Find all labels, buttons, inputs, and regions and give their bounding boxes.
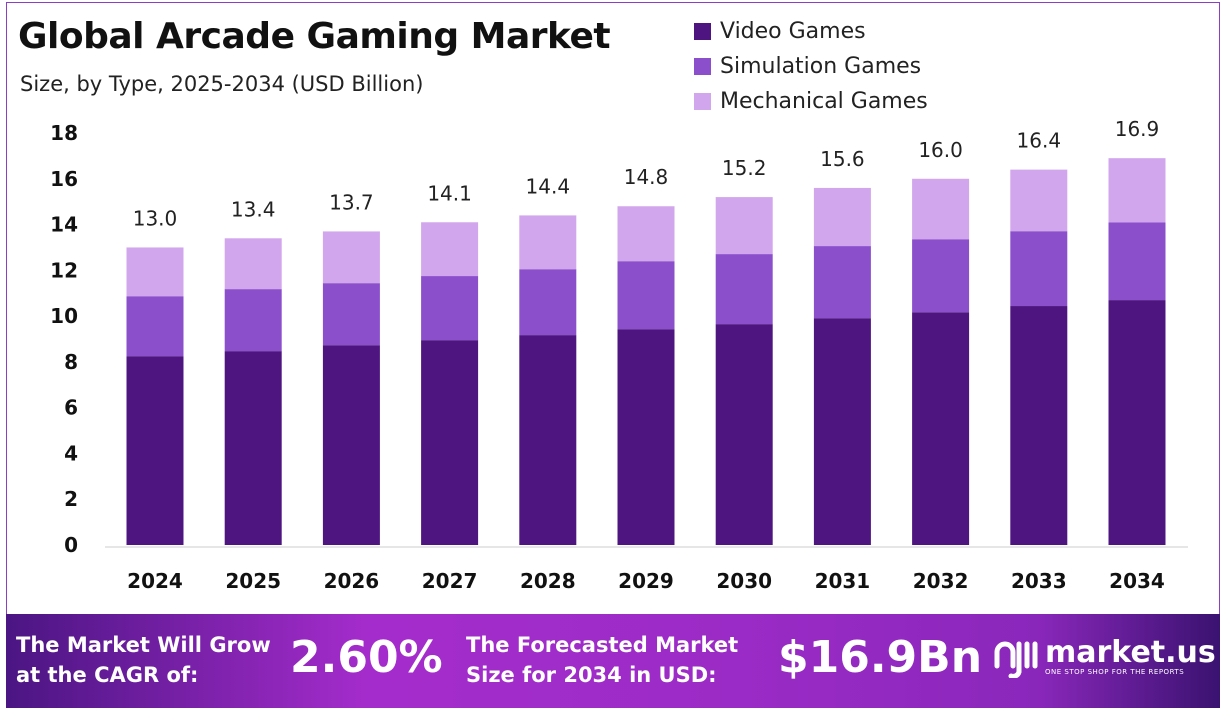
bar-total-label: 15.6 [820,147,865,171]
bar-total-label: 16.4 [1017,129,1062,153]
y-tick-label: 6 [64,396,78,420]
footer-banner: The Market Will Grow at the CAGR of: 2.60… [6,614,1220,708]
bar-segment-mechanical-games [224,238,282,290]
forecast-label: The Forecasted Market Size for 2034 in US… [466,630,738,690]
legend-swatch [694,23,711,40]
bar-segment-mechanical-games [912,178,970,240]
bar-total-label: 16.9 [1115,117,1160,141]
legend-item-simulation-games: Simulation Games [694,49,928,84]
cagr-value: 2.60% [290,632,443,683]
bar-segment-mechanical-games [519,215,577,270]
bar-segment-simulation-games [715,254,773,325]
bar-segment-mechanical-games [715,197,773,255]
bar-segment-mechanical-games [126,247,184,297]
legend-swatch [694,93,711,110]
bar-total-label: 14.4 [526,174,571,198]
x-tick-label: 2033 [1011,569,1067,593]
bar-segment-simulation-games [421,276,479,341]
y-tick-label: 14 [50,213,78,237]
bar-segment-video-games [813,318,871,545]
x-tick-label: 2026 [324,569,380,593]
bar-total-label: 14.8 [624,165,669,189]
forecast-label-line1: The Forecasted Market [466,633,739,657]
bar-segment-mechanical-games [617,206,675,262]
brand-tagline: ONE STOP SHOP FOR THE REPORTS [1045,668,1185,676]
legend: Video Games Simulation Games Mechanical … [694,14,928,119]
x-tick-label: 2032 [913,569,969,593]
bar-total-label: 15.2 [722,156,767,180]
y-tick-label: 4 [64,441,78,465]
x-tick-label: 2024 [127,569,183,593]
x-tick-label: 2029 [618,569,674,593]
bar-segment-simulation-games [322,283,380,346]
bar-segment-video-games [224,351,282,545]
bar-segment-video-games [126,356,184,545]
x-tick-label: 2028 [520,569,576,593]
chart-title: Global Arcade Gaming Market [18,16,611,57]
bar-segment-simulation-games [224,289,282,352]
stacked-bar-chart: 0 2 4 6 8 10 12 14 16 18 13.0 2024 13.4 2025 13.7 2026 1… [50,117,1188,593]
y-tick-label: 16 [50,167,78,191]
x-tick-label: 2025 [225,569,281,593]
cagr-label-line1: The Market Will Grow [16,633,271,657]
y-tick-label: 18 [50,121,78,145]
cagr-label: The Market Will Grow at the CAGR of: [16,630,271,690]
x-tick-label: 2034 [1109,569,1165,593]
bar-segment-simulation-games [813,246,871,319]
bar-total-label: 16.0 [918,138,963,162]
y-tick-label: 0 [64,533,78,557]
bar-segment-video-games [519,335,577,545]
bar-segment-mechanical-games [1010,169,1068,232]
bar-segment-video-games [715,324,773,545]
market-us-logo-icon [994,641,1038,678]
legend-label: Simulation Games [720,54,922,79]
bar-segment-simulation-games [1010,231,1068,307]
bar-segment-mechanical-games [421,222,479,277]
y-tick-label: 10 [50,304,78,328]
bar-segment-video-games [421,340,479,545]
bar-segment-simulation-games [126,296,184,357]
bar-segment-simulation-games [617,261,675,330]
bar-segment-video-games [1010,306,1068,545]
bar-total-label: 14.1 [427,181,472,205]
bar-segment-video-games [1108,300,1166,545]
legend-swatch [694,58,711,75]
bar-segment-mechanical-games [813,187,871,247]
forecast-value: $16.9Bn [778,632,983,683]
x-tick-label: 2031 [815,569,871,593]
bar-segment-simulation-games [912,239,970,313]
legend-item-mechanical-games: Mechanical Games [694,84,928,119]
legend-item-video-games: Video Games [694,14,928,49]
bar-segment-mechanical-games [322,231,380,284]
bar-total-label: 13.4 [231,197,276,221]
bar-segment-video-games [617,329,675,545]
forecast-label-line2: Size for 2034 in USD: [466,663,717,687]
bar-segment-video-games [322,345,380,545]
bar-segment-simulation-games [519,269,577,336]
chart-subtitle: Size, by Type, 2025-2034 (USD Billion) [20,72,424,96]
bar-segment-video-games [912,312,970,545]
brand-name: market.us [1045,635,1216,670]
legend-label: Video Games [720,19,866,44]
legend-label: Mechanical Games [720,89,928,114]
x-tick-label: 2030 [716,569,772,593]
y-tick-label: 8 [64,350,78,374]
cagr-label-line2: at the CAGR of: [16,663,199,687]
x-tick-label: 2027 [422,569,478,593]
y-tick-label: 2 [64,487,78,511]
bar-total-label: 13.7 [329,190,374,214]
bar-segment-mechanical-games [1108,158,1166,223]
y-tick-label: 12 [50,258,78,282]
bar-segment-simulation-games [1108,222,1166,301]
brand-logo: market.us ONE STOP SHOP FOR THE REPORTS [991,636,1216,678]
bar-total-label: 13.0 [133,206,178,230]
